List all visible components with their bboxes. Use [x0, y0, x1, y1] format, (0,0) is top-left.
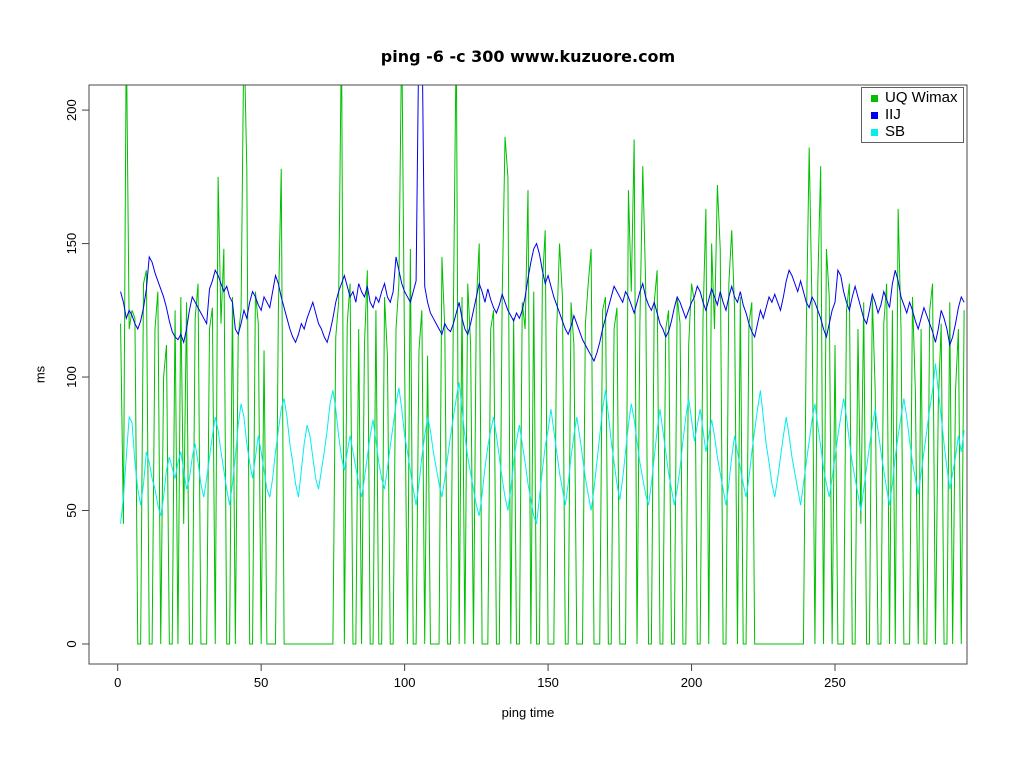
legend-entry: IIJ [862, 107, 963, 123]
legend-swatch-iij [871, 111, 878, 119]
x-tick-label: 250 [824, 675, 846, 690]
legend-entry: UQ Wimax [862, 90, 963, 106]
x-tick-label: 0 [114, 675, 121, 690]
legend-label: IIJ [885, 106, 901, 123]
legend-swatch-uq-wimax [871, 94, 878, 102]
x-tick-label: 150 [537, 675, 559, 690]
y-tick-label: 0 [64, 640, 79, 647]
y-axis-label: ms [32, 365, 48, 384]
legend-entry: SB [862, 124, 963, 140]
y-tick-label: 50 [64, 503, 79, 517]
x-tick-label: 50 [254, 675, 268, 690]
y-tick-label: 150 [64, 233, 79, 255]
plot-box [88, 84, 968, 665]
x-tick-label: 200 [681, 675, 703, 690]
x-axis-label: ping time [501, 705, 555, 720]
series-line-sb [120, 363, 965, 525]
series-line-uq-wimax [120, 85, 965, 645]
legend-label: SB [885, 123, 906, 140]
legend-swatch-sb [871, 128, 878, 136]
x-tick-label: 100 [394, 675, 416, 690]
y-tick-label: 200 [64, 99, 79, 121]
legend-label: UQ Wimax [885, 89, 958, 106]
chart-title: ping -6 -c 300 www.kuzuore.com [380, 47, 676, 66]
legend: UQ Wimax IIJ SB [861, 87, 964, 143]
y-tick-label: 100 [64, 366, 79, 388]
series-line-iij [120, 85, 965, 363]
